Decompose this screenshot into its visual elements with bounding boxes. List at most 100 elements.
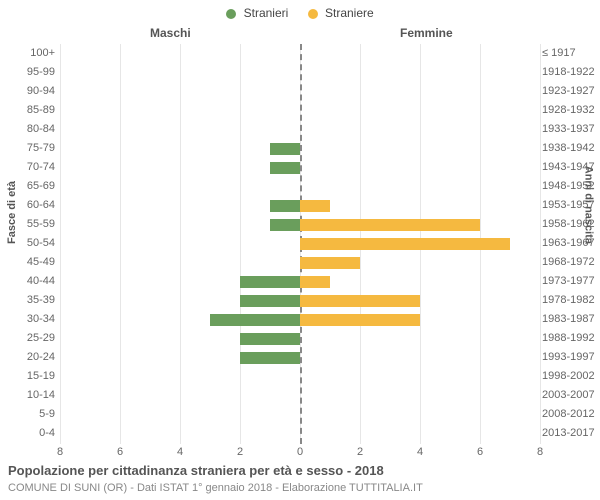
bar-male [240,352,300,364]
grid-line [540,44,541,444]
age-band [60,291,540,310]
birth-label: 1983-1987 [542,313,600,325]
age-label: 5-9 [0,408,55,420]
legend-label-male: Stranieri [244,6,289,20]
age-label: 35-39 [0,294,55,306]
birth-label: 1948-1952 [542,180,600,192]
birth-label: 1968-1972 [542,256,600,268]
age-label: 40-44 [0,275,55,287]
age-band [60,44,540,63]
age-label: 10-14 [0,389,55,401]
age-label: 85-89 [0,104,55,116]
age-label: 20-24 [0,351,55,363]
legend-swatch-male [226,9,236,19]
plot-area [60,44,540,444]
age-band [60,329,540,348]
birth-label: 1933-1937 [542,123,600,135]
age-band [60,272,540,291]
age-label: 65-69 [0,180,55,192]
bar-male [270,162,300,174]
birth-label: 2003-2007 [542,389,600,401]
age-band [60,367,540,386]
x-tick-label: 0 [297,446,303,458]
age-label: 15-19 [0,370,55,382]
age-band [60,63,540,82]
x-tick-label: 4 [177,446,183,458]
bar-female [300,200,330,212]
birth-label: 1943-1947 [542,161,600,173]
bar-female [300,295,420,307]
bar-male [270,219,300,231]
birth-label: 1953-1957 [542,199,600,211]
birth-label: 1958-1962 [542,218,600,230]
age-label: 50-54 [0,237,55,249]
chart-title: Popolazione per cittadinanza straniera p… [8,463,384,478]
age-band [60,386,540,405]
bar-female [300,238,510,250]
birth-label: 1963-1967 [542,237,600,249]
x-tick-label: 2 [237,446,243,458]
legend-swatch-female [308,9,318,19]
bar-male [210,314,300,326]
age-label: 75-79 [0,142,55,154]
age-label: 45-49 [0,256,55,268]
age-label: 30-34 [0,313,55,325]
age-label: 25-29 [0,332,55,344]
x-tick-label: 6 [117,446,123,458]
age-band [60,120,540,139]
bar-male [270,143,300,155]
age-band [60,348,540,367]
bar-male [270,200,300,212]
age-label: 90-94 [0,85,55,97]
birth-label: 1928-1932 [542,104,600,116]
column-title-male: Maschi [150,26,191,40]
x-tick-label: 2 [357,446,363,458]
age-label: 95-99 [0,66,55,78]
x-tick-label: 8 [57,446,63,458]
bar-male [240,276,300,288]
legend-item-male: Stranieri [226,6,288,20]
birth-label: ≤ 1917 [542,47,600,59]
birth-label: 1998-2002 [542,370,600,382]
age-band [60,101,540,120]
bar-female [300,276,330,288]
x-tick-label: 6 [477,446,483,458]
bar-female [300,257,360,269]
age-label: 70-74 [0,161,55,173]
birth-label: 1923-1927 [542,85,600,97]
x-tick-label: 8 [537,446,543,458]
birth-label: 1988-1992 [542,332,600,344]
age-band [60,82,540,101]
age-band [60,424,540,443]
legend-label-female: Straniere [325,6,374,20]
birth-label: 1918-1922 [542,66,600,78]
age-band [60,196,540,215]
legend: Stranieri Straniere [0,6,600,20]
age-label: 100+ [0,47,55,59]
age-label: 80-84 [0,123,55,135]
birth-label: 2008-2012 [542,408,600,420]
age-band [60,139,540,158]
bar-female [300,219,480,231]
bar-female [300,314,420,326]
bar-male [240,295,300,307]
birth-label: 2013-2017 [542,427,600,439]
pyramid-chart: { "legend": { "male": { "label": "Strani… [0,0,600,500]
age-band [60,234,540,253]
age-band [60,405,540,424]
column-title-female: Femmine [400,26,453,40]
age-label: 55-59 [0,218,55,230]
age-band [60,253,540,272]
birth-label: 1978-1982 [542,294,600,306]
age-band [60,310,540,329]
birth-label: 1993-1997 [542,351,600,363]
age-band [60,158,540,177]
birth-label: 1938-1942 [542,142,600,154]
bar-male [240,333,300,345]
age-band [60,177,540,196]
chart-subtitle: COMUNE DI SUNI (OR) - Dati ISTAT 1° genn… [8,482,423,494]
age-label: 0-4 [0,427,55,439]
age-band [60,215,540,234]
x-tick-label: 4 [417,446,423,458]
age-label: 60-64 [0,199,55,211]
